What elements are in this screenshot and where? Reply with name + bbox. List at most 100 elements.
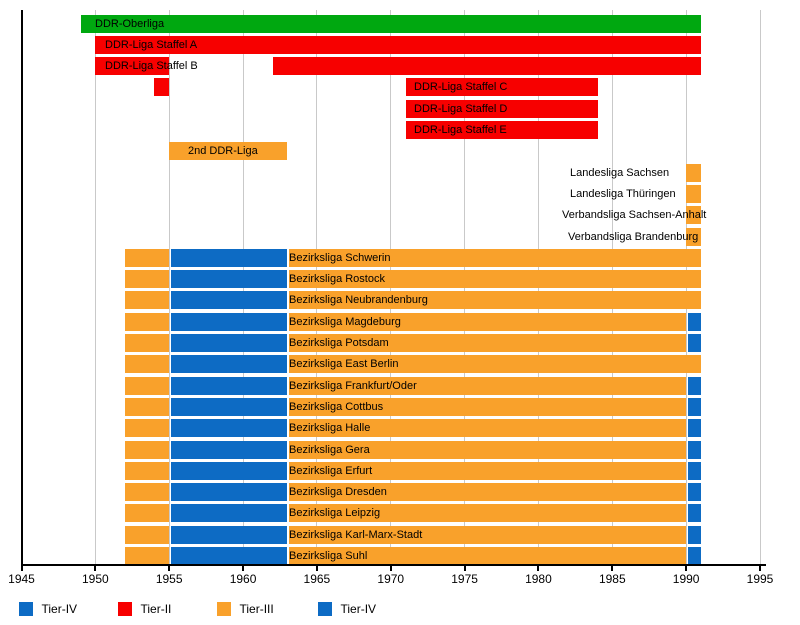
- axis-tick-label: 1980: [525, 572, 552, 586]
- bar-segment: [405, 99, 598, 118]
- gridline-1950: [94, 10, 96, 565]
- bar-segment: [170, 355, 288, 374]
- bar-label: Bezirksliga Potsdam: [289, 337, 389, 349]
- bar-label: DDR-Liga Staffel B: [105, 60, 198, 73]
- axis-tick: [685, 565, 688, 571]
- bar-segment: [687, 419, 701, 438]
- bar-segment: [288, 397, 687, 416]
- bar-segment: [170, 461, 288, 480]
- bar-label: Bezirksliga Leipzig: [289, 507, 381, 520]
- bar-segment: [687, 525, 701, 544]
- bar-segment: [288, 440, 687, 459]
- bar-segment: [124, 248, 170, 267]
- bar-segment: [124, 547, 170, 565]
- bar-segment: [170, 419, 288, 438]
- axis-tick: [168, 565, 171, 571]
- bar-segment: [170, 291, 288, 310]
- legend-swatch-tier-iv: [318, 602, 332, 616]
- bar-segment: [124, 291, 170, 310]
- bar-segment: [124, 334, 170, 352]
- bar-segment: [686, 227, 701, 246]
- bar-segment: [154, 78, 170, 97]
- bar-label: Bezirksliga Magdeburg: [289, 315, 401, 328]
- bar-label: Bezirksliga Frankfurt/Oder: [289, 379, 417, 392]
- bar-segment: [288, 376, 687, 395]
- axis-tick: [242, 565, 245, 571]
- bar-segment: [124, 504, 170, 523]
- bar-segment: [288, 419, 687, 438]
- bar-segment: [170, 376, 288, 395]
- axis-tick-label: 1970: [377, 572, 405, 586]
- axis-tick: [537, 565, 540, 571]
- gridline-1955: [168, 10, 170, 565]
- legend-label: Tier-IV: [340, 602, 377, 616]
- bar-segment: [687, 334, 701, 352]
- bar-segment: [288, 291, 701, 310]
- bar-segment: [288, 334, 687, 352]
- axis-tick-label: 1995: [746, 572, 774, 586]
- bar-segment: [95, 35, 701, 54]
- bar-segment: [124, 270, 170, 289]
- bar-segment: [95, 57, 170, 76]
- bar-segment: [170, 334, 288, 352]
- legend-swatch-tier-iv: [19, 602, 33, 616]
- bar-label: Bezirksliga Cottbus: [289, 400, 384, 413]
- bar-segment: [687, 397, 701, 416]
- axis-tick: [94, 565, 97, 571]
- bar-segment: [170, 483, 288, 502]
- legend-label: Tier-III: [239, 602, 274, 616]
- axis-tick: [315, 565, 318, 571]
- bar-segment: [687, 440, 701, 459]
- bar-segment: [687, 461, 701, 480]
- bar-segment: [124, 483, 170, 502]
- bar-segment: [687, 547, 701, 565]
- bar-segment: [687, 312, 701, 331]
- bar-label: Bezirksliga East Berlin: [289, 358, 399, 371]
- bar-segment: [124, 440, 170, 459]
- axis-tick-label: 1945: [8, 572, 35, 586]
- bar-label: Bezirksliga Dresden: [289, 486, 387, 499]
- axis-tick-label: 1975: [451, 572, 478, 586]
- bar-label: Bezirksliga Neubrandenburg: [289, 294, 428, 307]
- bar-label: Verbandsliga Sachsen-Anhalt: [562, 209, 707, 222]
- bar-segment: [170, 270, 288, 289]
- axis-tick-label: 1985: [598, 572, 626, 586]
- bar-segment: [124, 397, 170, 416]
- bar-segment: [80, 14, 701, 33]
- bar-segment: [687, 376, 701, 395]
- bar-label: DDR-Oberliga: [95, 17, 165, 30]
- bar-segment: [170, 312, 288, 331]
- bar-segment: [169, 142, 288, 161]
- bar-segment: [288, 312, 687, 331]
- bar-segment: [272, 57, 701, 76]
- bar-segment: [124, 376, 170, 395]
- bar-segment: [124, 461, 170, 480]
- bar-segment: [288, 248, 701, 267]
- bar-segment: [170, 397, 288, 416]
- axis-tick: [611, 565, 614, 571]
- gridline-1995: [759, 10, 761, 565]
- bar-label: Verbandsliga Brandenburg: [568, 230, 699, 243]
- bar-segment: [686, 206, 701, 225]
- axis-tick-label: 1965: [303, 572, 331, 586]
- y-axis-line: [20, 10, 23, 571]
- x-axis-line: [20, 564, 766, 566]
- bar-segment: [124, 525, 170, 544]
- axis-tick: [389, 565, 392, 571]
- bar-segment: [288, 461, 687, 480]
- bar-segment: [288, 355, 701, 374]
- bar-segment: [686, 163, 701, 182]
- bar-segment: [288, 483, 687, 502]
- bar-label: Bezirksliga Schwerin: [289, 251, 391, 264]
- axis-tick-label: 1955: [155, 572, 183, 586]
- bar-label: DDR-Liga Staffel E: [414, 124, 507, 136]
- bar-segment: [288, 547, 687, 565]
- bar-label: Bezirksliga Rostock: [289, 273, 385, 286]
- legend-swatch-tier-iii: [217, 602, 231, 616]
- axis-tick: [463, 565, 466, 571]
- axis-tick-label: 1990: [672, 572, 700, 586]
- bar-label: 2nd DDR-Liga: [188, 145, 258, 158]
- bar-segment: [170, 504, 288, 523]
